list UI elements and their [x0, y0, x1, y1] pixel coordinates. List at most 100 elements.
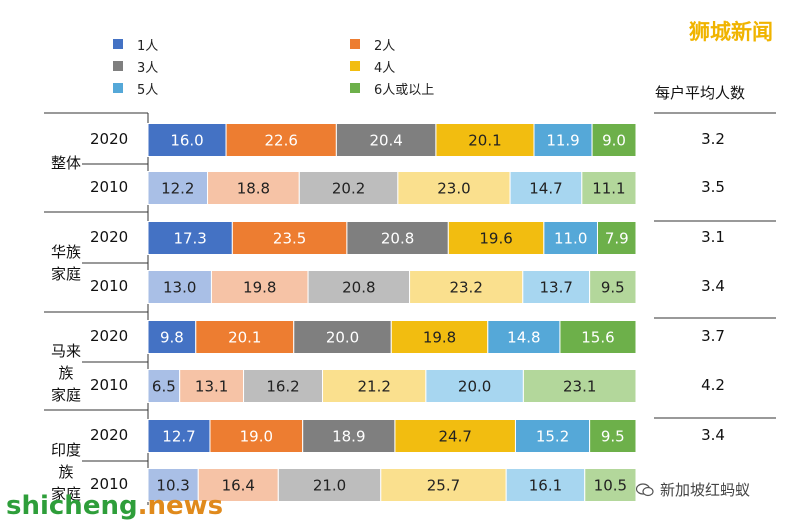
bar-segment [147, 320, 197, 354]
bar-value-label: 21.0 [313, 477, 346, 495]
watermark-bottom-left: shicheng.news [6, 491, 223, 521]
legend-item: 6人或以上 [350, 80, 435, 98]
avg-household-value: 3.7 [701, 327, 725, 345]
bar-value-label: 9.5 [601, 428, 625, 446]
bar-segment [335, 123, 437, 157]
bar-value-label: 7.9 [605, 230, 629, 248]
avg-household-value: 3.4 [701, 426, 725, 444]
legend-item: 4人 [350, 58, 396, 76]
legend-item: 5人 [113, 80, 159, 98]
legend-swatch [113, 61, 123, 71]
group-label-line: 华族 [50, 243, 81, 261]
bar-value-label: 17.3 [173, 230, 206, 248]
bar-value-label: 13.0 [163, 279, 196, 297]
bar-segment [209, 419, 304, 453]
bar-value-label: 24.7 [438, 428, 471, 446]
bar-value-label: 18.9 [332, 428, 365, 446]
bar-value-label: 23.2 [449, 279, 482, 297]
bar-segment [397, 171, 511, 205]
bar-value-label: 11.0 [554, 230, 587, 248]
bar-segment [277, 468, 382, 502]
bar-segment [380, 468, 507, 502]
bar-value-label: 19.0 [240, 428, 273, 446]
legend-swatch [113, 83, 123, 93]
group-label-line: 家庭 [50, 485, 81, 503]
bar-value-label: 20.8 [342, 279, 375, 297]
avg-household-value: 3.1 [701, 228, 725, 246]
legend-swatch [350, 61, 360, 71]
bar-value-label: 20.2 [332, 180, 365, 198]
bar-value-label: 21.2 [358, 378, 391, 396]
bar-value-label: 23.0 [437, 180, 470, 198]
legend-label: 5人 [137, 82, 159, 98]
bar-segment [543, 221, 598, 255]
legend-swatch [350, 39, 360, 49]
bar-segment [147, 123, 227, 157]
bar-value-label: 16.2 [266, 378, 299, 396]
bar-value-label: 22.6 [265, 132, 298, 150]
bar-value-label: 14.7 [529, 180, 562, 198]
bar-value-label: 14.8 [507, 329, 540, 347]
bar-value-label: 16.0 [170, 132, 203, 150]
avg-household-value: 3.2 [701, 130, 725, 148]
legend-label: 3人 [137, 60, 159, 76]
bar-segment [584, 468, 637, 502]
group-label-line: 整体 [50, 154, 81, 172]
bar-value-label: 16.4 [222, 477, 255, 495]
bar-value-label: 23.5 [273, 230, 306, 248]
bar-segment [522, 369, 637, 403]
legend-item: 1人 [113, 36, 159, 54]
bar-segment [514, 419, 591, 453]
bar-segment [302, 419, 396, 453]
bar-segment [581, 171, 637, 205]
legend-label: 6人或以上 [374, 82, 435, 98]
year-label: 2020 [90, 426, 129, 444]
watermark-top: 狮城新闻 [689, 20, 773, 44]
bar-value-label: 9.5 [601, 279, 625, 297]
group-label: 华族 家庭 [44, 241, 88, 285]
bar-value-label: 13.7 [540, 279, 573, 297]
legend-label: 1人 [137, 38, 159, 54]
bar-segment [425, 369, 524, 403]
watermark-bl-part2: .news [137, 491, 224, 521]
avg-household-header: 每户平均人数 [655, 84, 746, 102]
year-label: 2010 [90, 376, 129, 394]
year-label: 2010 [90, 475, 129, 493]
bar-value-label: 20.0 [458, 378, 491, 396]
bar-value-label: 20.0 [326, 329, 359, 347]
bar-value-label: 13.1 [195, 378, 228, 396]
group-label: 印度族 家庭 [44, 439, 88, 505]
bar-segment [195, 320, 295, 354]
bar-value-label: 19.8 [243, 279, 276, 297]
bar-segment [322, 369, 427, 403]
bar-segment [559, 320, 637, 354]
bar-segment [147, 419, 211, 453]
year-label: 2010 [90, 277, 129, 295]
bar-value-label: 10.5 [594, 477, 627, 495]
bar-segment [197, 468, 279, 502]
group-label: 整体 [44, 152, 88, 174]
bar-segment [298, 171, 399, 205]
bar-segment [231, 221, 348, 255]
bar-value-label: 12.2 [161, 180, 194, 198]
bar-value-label: 9.0 [602, 132, 626, 150]
group-label: 马来族 家庭 [44, 340, 88, 406]
bar-value-label: 20.1 [468, 132, 501, 150]
legend-label: 4人 [374, 60, 396, 76]
bar-segment [589, 419, 637, 453]
bar-segment [307, 270, 411, 304]
bar-segment [207, 171, 300, 205]
bar-segment [509, 171, 583, 205]
bar-segment [147, 468, 199, 502]
year-label: 2020 [90, 228, 129, 246]
bar-value-label: 15.6 [581, 329, 614, 347]
bar-segment [522, 270, 591, 304]
year-label: 2020 [90, 327, 129, 345]
group-label-line: 家庭 [50, 265, 81, 283]
bar-value-label: 20.1 [228, 329, 261, 347]
bar-segment [596, 221, 637, 255]
avg-household-value: 3.4 [701, 277, 725, 295]
bar-value-label: 15.2 [536, 428, 569, 446]
avg-household-value: 3.5 [701, 178, 725, 196]
